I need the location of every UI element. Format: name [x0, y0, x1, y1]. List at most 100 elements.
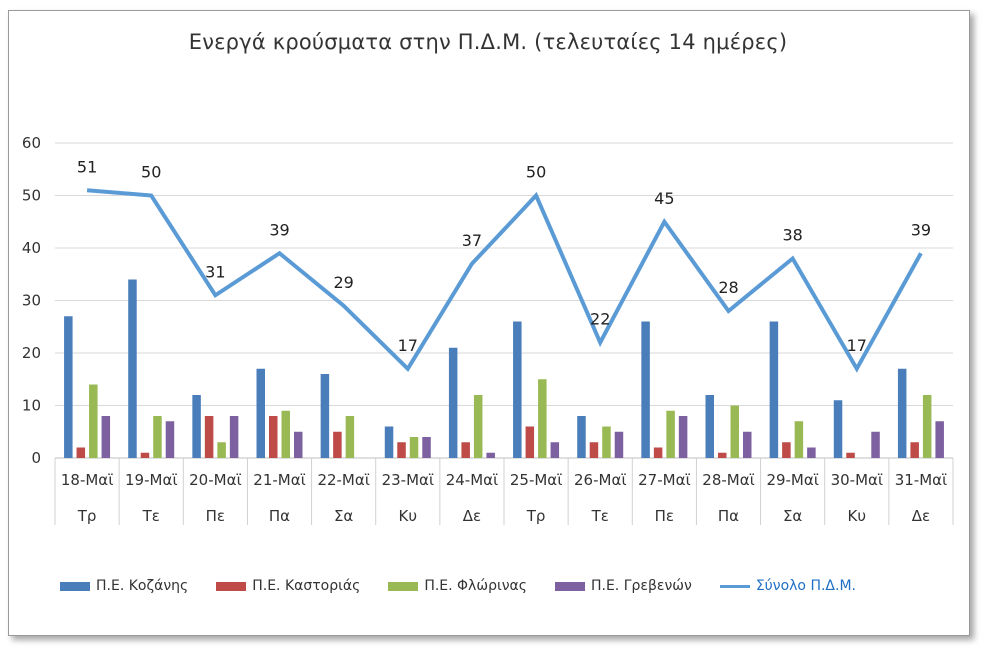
bar: [897, 368, 907, 458]
bar: [550, 442, 560, 458]
x-day-label: Σα: [334, 507, 353, 525]
x-tick-label: 25-Μαϊ: [510, 471, 562, 489]
x-day-label: Κυ: [848, 507, 867, 525]
bar: [76, 447, 86, 458]
bar: [269, 416, 278, 458]
total-line: [86, 188, 923, 373]
data-label: 31: [205, 262, 225, 281]
bar: [153, 416, 162, 458]
x-tick-label: 30-Μαϊ: [831, 471, 883, 489]
bar: [577, 416, 586, 458]
legend-label-kozani: Π.Ε. Κοζάνης: [96, 578, 189, 594]
x-day-label: Τρ: [77, 507, 97, 525]
bar: [422, 437, 431, 458]
x-day-label: Τρ: [526, 507, 546, 525]
x-tick-label: 27-Μαϊ: [638, 471, 690, 489]
bar: [589, 442, 599, 458]
bar: [473, 395, 483, 458]
bar: [165, 421, 175, 458]
bar: [743, 431, 752, 458]
legend-item-kastoria: Π.Ε. Καστοριάς: [216, 578, 360, 594]
legend-swatch-grevena: [554, 581, 585, 591]
x-day-label: Πα: [269, 507, 290, 525]
data-label: 37: [462, 231, 482, 250]
bar: [345, 416, 355, 458]
bar: [794, 421, 804, 458]
bar: [384, 426, 394, 458]
legend-swatch-kastoria: [216, 581, 247, 591]
data-label: 17: [847, 336, 867, 355]
bar: [140, 452, 150, 458]
x-day-label: Πε: [655, 507, 674, 525]
x-tick-label: 29-Μαϊ: [766, 471, 818, 489]
data-label: 22: [590, 310, 610, 329]
bar: [217, 442, 226, 458]
bar: [614, 431, 624, 458]
bar: [409, 437, 419, 458]
legend-item-kozani: Π.Ε. Κοζάνης: [60, 578, 188, 594]
bar: [525, 426, 535, 458]
bar: [256, 368, 265, 458]
legend-swatch-florina: [388, 581, 419, 591]
x-tick-label: 20-Μαϊ: [189, 471, 241, 489]
bar: [666, 410, 675, 458]
x-tick-label: 23-Μαϊ: [382, 471, 434, 489]
legend-label-total: Σύνολο Π.Δ.Μ.: [755, 578, 856, 594]
bar: [730, 405, 739, 458]
bar: [602, 426, 611, 458]
bar: [705, 395, 714, 458]
data-label: 39: [269, 220, 289, 239]
chart-title: Ενεργά κρούσματα στην Π.Δ.Μ. (τελευταίες…: [188, 30, 788, 54]
bar: [513, 321, 522, 458]
legend: Π.Ε. Κοζάνης Π.Ε. Καστοριάς Π.Ε. Φλώρινα…: [60, 578, 884, 594]
data-label: 51: [77, 157, 97, 176]
bar: [910, 442, 919, 458]
y-tick-label: 60: [22, 134, 41, 152]
legend-label-grevena: Π.Ε. Γρεβενών: [590, 578, 692, 594]
bar: [448, 347, 458, 458]
bar: [294, 431, 303, 458]
bar: [281, 410, 290, 458]
y-tick-label: 30: [22, 292, 41, 310]
bar: [538, 379, 547, 458]
data-label: 50: [141, 163, 161, 182]
x-day-label: Πε: [206, 507, 225, 525]
x-day-label: Τε: [591, 507, 609, 525]
x-day-label: Κυ: [399, 507, 418, 525]
bar: [192, 395, 201, 458]
x-tick-label: 19-Μαϊ: [125, 471, 177, 489]
legend-label-kastoria: Π.Ε. Καστοριάς: [252, 578, 361, 594]
y-tick-label: 0: [31, 449, 41, 467]
x-day-label: Σα: [783, 507, 802, 525]
data-label: 38: [782, 226, 802, 245]
x-tick-label: 22-Μαϊ: [317, 471, 369, 489]
x-tick-label: 18-Μαϊ: [61, 471, 113, 489]
bar: [229, 416, 239, 458]
y-tick-label: 50: [22, 187, 41, 205]
x-day-label: Τε: [142, 507, 160, 525]
bar: [782, 442, 791, 458]
bar: [653, 447, 663, 458]
bar: [935, 421, 944, 458]
bar: [833, 400, 843, 458]
data-label: 39: [911, 220, 931, 239]
bar: [871, 431, 880, 458]
bar: [89, 384, 98, 458]
legend-item-total: Σύνολο Π.Δ.Μ.: [719, 578, 856, 594]
bar: [101, 416, 111, 458]
bar: [486, 452, 495, 458]
bar: [769, 321, 779, 458]
x-tick-label: 21-Μαϊ: [253, 471, 305, 489]
bar: [922, 395, 932, 458]
data-label: 17: [398, 336, 418, 355]
legend-label-florina: Π.Ε. Φλώρινας: [424, 578, 527, 594]
bar: [807, 447, 816, 458]
legend-item-grevena: Π.Ε. Γρεβενών: [554, 578, 692, 594]
bar: [128, 279, 137, 458]
y-tick-label: 40: [22, 239, 41, 257]
x-tick-label: 28-Μαϊ: [702, 471, 754, 489]
legend-line-total: [719, 584, 750, 588]
data-label: 29: [333, 273, 353, 292]
x-day-label: Δε: [912, 507, 930, 525]
y-tick-label: 10: [22, 397, 41, 415]
